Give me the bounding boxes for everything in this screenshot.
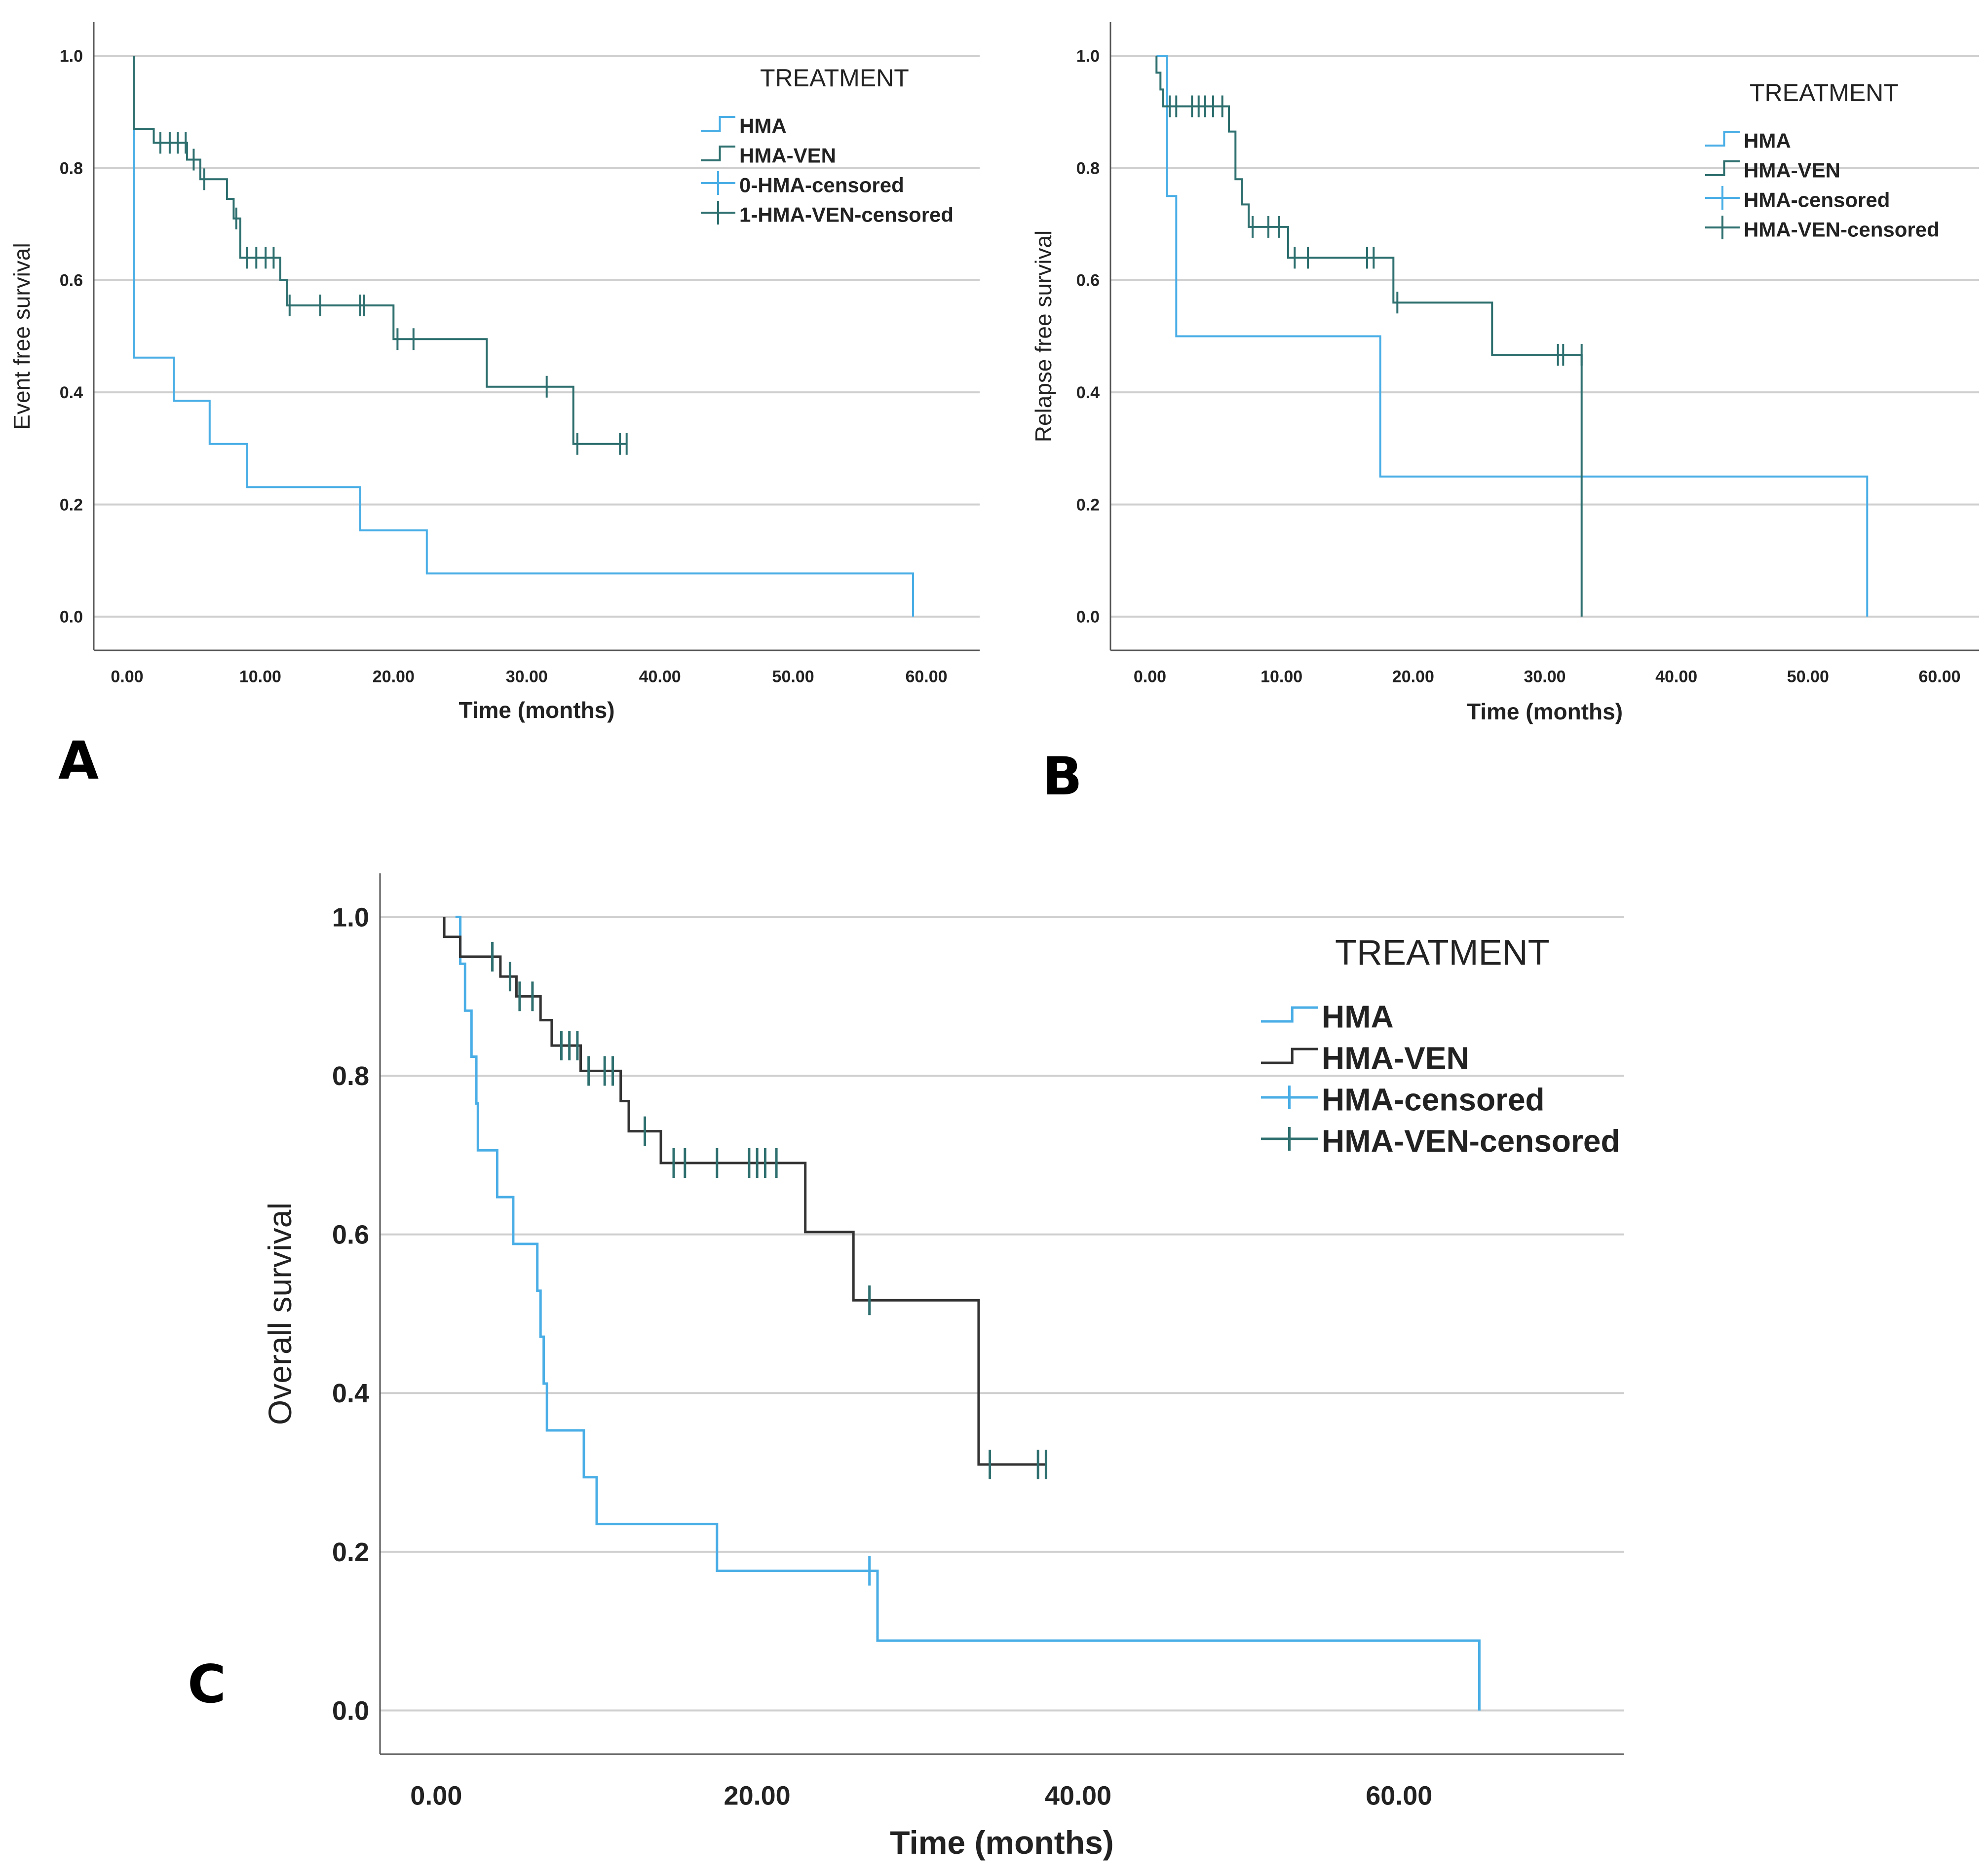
panel-c-xtick-label: 60.00	[1366, 1781, 1432, 1811]
panel-a-legend: TREATMENT HMA HMA-VEN 0-HMA-censored 1-HMA-V…	[701, 64, 954, 226]
panel-c-ytick-label: 0.0	[332, 1696, 369, 1726]
panel-c-y-axis-label: Overall survival	[262, 1202, 298, 1425]
panel-a-ytick-label: 0.8	[60, 159, 83, 178]
panel-b-legend-entry: HMA	[1744, 129, 1791, 152]
panel-c: 0.0 0.2 0.4 0.6 0.8 1.0 0.00 20.00 40.00 60.00 Tim…	[262, 873, 1624, 1861]
panel-b: 0.0 0.2 0.4 0.6 0.8 1.0 0.00 10.00 20.00 30.00 40.…	[1031, 22, 1979, 724]
panel-c-xtick-label: 20.00	[724, 1781, 791, 1811]
panel-c-legend-title: TREATMENT	[1335, 933, 1550, 973]
panel-c-series-hma-curve	[455, 915, 1481, 1711]
panel-b-xtick-label: 50.00	[1787, 668, 1829, 686]
panel-a-xtick-label: 0.00	[111, 668, 143, 686]
panel-b-y-axis-label: Relapse free survival	[1031, 230, 1056, 443]
panel-a-ytick-label: 0.6	[60, 271, 83, 290]
panel-c-xtick-label: 40.00	[1045, 1781, 1111, 1811]
panel-b-legend-entry: HMA-censored	[1744, 188, 1890, 212]
panel-b-legend-swatch	[1705, 131, 1740, 147]
panel-a-xtick-label: 50.00	[772, 668, 814, 686]
panel-c-ytick-label: 0.2	[332, 1538, 369, 1567]
panel-letter-b: B	[1042, 746, 1082, 807]
panel-a-ytick-label: 0.4	[60, 383, 83, 402]
panel-letter-c: C	[188, 1654, 226, 1715]
panel-b-legend-entry: HMA-VEN-censored	[1744, 218, 1940, 241]
panel-c-legend: TREATMENT HMA HMA-VEN HMA-censored HMA-VEN-c…	[1261, 933, 1620, 1159]
panel-a-ytick-label: 1.0	[60, 47, 83, 66]
panel-a: 0.0 0.2 0.4 0.6 0.8 1.0 0.00 10.00 20.00 30.00 40.…	[9, 22, 980, 723]
panel-b-x-axis-label: Time (months)	[1467, 699, 1623, 724]
panel-b-xtick-label: 20.00	[1392, 668, 1434, 686]
panel-a-y-axis-label: Event free survival	[9, 243, 35, 429]
panel-b-series-hma-ven-curve	[1155, 56, 1583, 617]
panel-b-xtick-label: 10.00	[1260, 668, 1302, 686]
panel-b-legend-swatch	[1705, 216, 1740, 239]
panel-b-xtick-label: 30.00	[1524, 668, 1565, 686]
panel-c-legend-swatch	[1261, 1048, 1318, 1064]
panel-c-xtick-label: 0.00	[410, 1781, 462, 1811]
panel-b-xtick-label: 0.00	[1134, 668, 1166, 686]
panel-a-xtick-label: 20.00	[373, 668, 415, 686]
panel-c-ytick-label: 1.0	[332, 902, 369, 932]
panel-c-legend-swatch	[1261, 1127, 1318, 1151]
panel-c-legend-entry: HMA	[1322, 999, 1394, 1034]
panel-a-xtick-label: 40.00	[639, 668, 681, 686]
panel-b-xtick-label: 40.00	[1655, 668, 1697, 686]
panel-a-xtick-label: 10.00	[239, 668, 281, 686]
panel-b-legend: TREATMENT HMA HMA-VEN HMA-censored HMA-VEN-c…	[1705, 79, 1940, 241]
panel-a-x-axis-label: Time (months)	[458, 697, 614, 723]
panel-b-ytick-label: 0.8	[1076, 159, 1100, 178]
panel-a-legend-swatch	[701, 116, 735, 132]
panel-c-legend-swatch	[1261, 1006, 1318, 1023]
panel-a-series-hma-ven-curve	[133, 56, 627, 445]
panel-c-ytick-label: 0.8	[332, 1061, 369, 1091]
panel-a-ytick-label: 0.2	[60, 495, 83, 514]
panel-a-legend-entry: HMA-VEN	[739, 144, 836, 167]
panel-b-ytick-label: 0.0	[1076, 608, 1100, 627]
panel-letter-a: A	[58, 730, 99, 791]
panel-b-ytick-label: 0.2	[1076, 495, 1100, 514]
panel-b-xtick-label: 60.00	[1918, 668, 1960, 686]
panel-c-legend-entry: HMA-censored	[1322, 1082, 1545, 1117]
panel-c-legend-entry: HMA-VEN	[1322, 1040, 1469, 1076]
panel-a-legend-entry: HMA	[739, 114, 787, 138]
panel-b-legend-entry: HMA-VEN	[1744, 159, 1840, 182]
panel-b-ytick-label: 0.6	[1076, 271, 1100, 290]
panel-c-ytick-label: 0.6	[332, 1220, 369, 1250]
panel-b-legend-title: TREATMENT	[1750, 79, 1899, 107]
panel-a-legend-swatch	[701, 201, 735, 225]
panel-a-series-hma-curve	[133, 56, 914, 617]
panel-c-x-axis-label: Time (months)	[890, 1824, 1113, 1861]
panel-b-ytick-label: 1.0	[1076, 47, 1100, 66]
panel-a-xtick-label: 30.00	[506, 668, 548, 686]
panel-c-series-hma-ven-curve	[443, 917, 1046, 1466]
panel-a-legend-swatch	[701, 146, 735, 161]
panel-c-legend-swatch	[1261, 1086, 1318, 1109]
panel-c-ytick-label: 0.4	[332, 1379, 369, 1408]
panel-a-legend-swatch	[701, 171, 735, 195]
panel-b-legend-swatch	[1705, 186, 1740, 210]
panel-a-ytick-label: 0.0	[60, 608, 83, 627]
panel-b-ytick-label: 0.4	[1076, 383, 1100, 402]
panel-c-legend-entry: HMA-VEN-censored	[1322, 1123, 1620, 1159]
panel-a-legend-title: TREATMENT	[760, 64, 909, 92]
panel-a-legend-entry: 1-HMA-VEN-censored	[739, 203, 954, 226]
panel-a-xtick-label: 60.00	[905, 668, 947, 686]
panel-b-series-hma-curve	[1156, 55, 1869, 617]
panel-a-legend-entry: 0-HMA-censored	[739, 174, 904, 197]
panel-b-legend-swatch	[1705, 160, 1740, 176]
